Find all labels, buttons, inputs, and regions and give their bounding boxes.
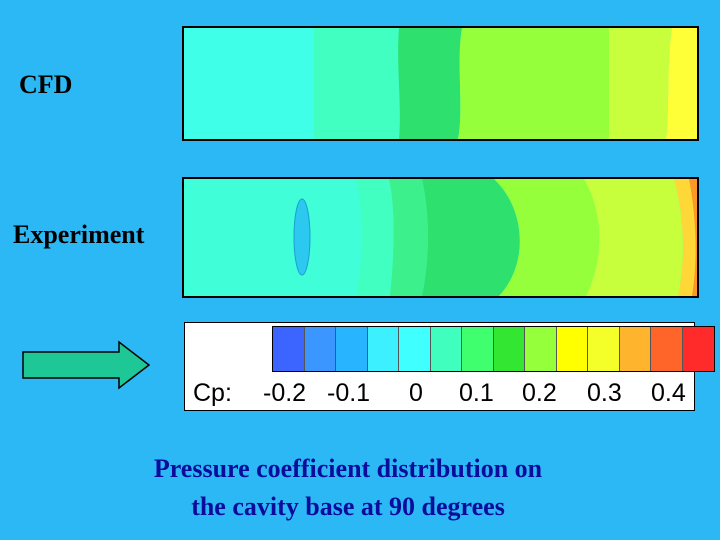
legend-swatch-13 (682, 327, 714, 371)
legend-swatch-3 (367, 327, 399, 371)
legend-swatch-2 (336, 327, 368, 371)
legend-tick-2: 0 (409, 379, 423, 407)
legend-swatch-12 (651, 327, 683, 371)
legend-swatch-5 (430, 327, 462, 371)
legend-tick-0: -0.2 (263, 379, 307, 407)
cfd-label: CFD (19, 70, 73, 99)
legend-tick-5: 0.3 (587, 379, 622, 407)
caption-line-1: Pressure coefficient distribution on (153, 454, 543, 483)
legend-swatch-1 (304, 327, 336, 371)
legend-tick-6: 0.4 (651, 379, 686, 407)
legend-tick-3: 0.1 (459, 379, 494, 407)
legend-swatch-6 (462, 327, 494, 371)
legend-tick-4: 0.2 (522, 379, 557, 407)
caption-line-2: the cavity base at 90 degrees (191, 492, 505, 521)
low-pressure-zone (293, 198, 311, 276)
flow-direction-arrow-icon (22, 340, 152, 395)
legend-color-scale (272, 326, 715, 372)
experiment-label: Experiment (13, 220, 145, 249)
legend-swatch-4 (399, 327, 431, 371)
legend-swatch-11 (619, 327, 651, 371)
legend-swatch-8 (525, 327, 557, 371)
legend-swatch-0 (273, 327, 305, 371)
cp-color-legend: Cp: -0.2 -0.1 0 0.1 0.2 0.3 0.4 (184, 322, 715, 411)
cfd-contour-plot (182, 26, 699, 141)
legend-tick-1: -0.1 (327, 379, 371, 407)
legend-swatch-7 (493, 327, 525, 371)
experiment-contour-plot (182, 177, 699, 298)
legend-swatch-9 (556, 327, 588, 371)
legend-prefix: Cp: (193, 379, 232, 407)
legend-swatch-10 (588, 327, 620, 371)
